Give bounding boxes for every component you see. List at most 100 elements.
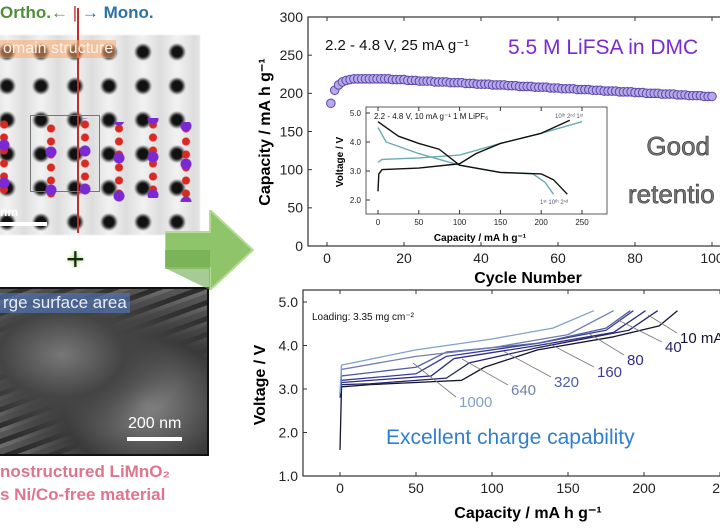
domain-structure-label: omain structure: [0, 40, 117, 58]
sem-scale-label: 200 nm: [128, 415, 182, 432]
bottom-chart-ytick-label: 2.0: [279, 424, 299, 440]
inset-chart-xtick-label: 100: [453, 218, 467, 227]
good-callout: Good: [646, 131, 710, 161]
mono-label: → Mono.: [81, 3, 154, 22]
atom-column: [147, 118, 159, 198]
top-chart-xtick-label: 60: [550, 250, 566, 266]
top-chart-electrolyte: 5.5 M LiFSA in DMC: [508, 36, 698, 59]
rate-label-10-mA: 10 mA: [680, 330, 720, 347]
domain-boundary-line: [77, 8, 79, 233]
rate-leader-line: [461, 358, 509, 386]
top-chart-ytick-label: 0: [295, 238, 303, 254]
retention-callout: retentio: [628, 179, 715, 209]
phase-divider: |: [72, 3, 78, 22]
curve-10-mA: [339, 310, 678, 450]
inset-chart-xtick-label: 150: [494, 218, 508, 227]
inset-ylabel: Voltage / V: [335, 136, 346, 187]
inset-annotation-top: 10ᵗʰ 2ⁿᵈ 1ˢᵗ: [555, 113, 584, 120]
bottom-chart-ytick-label: 5.0: [279, 294, 299, 310]
top-chart-xtick-label: 80: [627, 250, 643, 266]
bottom-chart-frame: [302, 289, 720, 477]
rate-leader-line: [547, 342, 595, 368]
inset-xlabel: Capacity / mA h g⁻¹: [434, 233, 527, 244]
top-chart-xtick-label: 0: [323, 250, 331, 266]
inset-chart-ytick-label: 4.0: [350, 138, 362, 147]
rate-leader-line: [412, 362, 457, 398]
caption-material: nostructured LiMnO₂: [0, 462, 170, 481]
inset-chart-xtick-label: 200: [535, 218, 549, 227]
top-chart-ytick-label: 150: [280, 123, 304, 139]
bottom-chart-xtick-label: 25: [712, 480, 720, 496]
bottom-chart-xtick-label: 150: [556, 480, 580, 496]
atom-column: [0, 118, 10, 198]
inset-chart-ytick-label: 2.0: [350, 196, 362, 205]
atom-column: [45, 122, 57, 202]
sem-scale-bar: [127, 437, 182, 441]
bottom-chart-ytick-label: 3.0: [279, 381, 299, 397]
inset-condition: 2.2 - 4.8 V, 10 mA g⁻¹ 1 M LiPF₆: [374, 112, 488, 121]
curve-2nd-10th: [377, 121, 568, 195]
inset-chart-xtick-label: 0: [376, 218, 381, 227]
top-chart-xlabel: Cycle Number: [474, 270, 582, 287]
top-chart-ytick-label: 300: [280, 9, 304, 25]
rate-label-40: 40: [665, 339, 682, 356]
rate-label-1000: 1000: [459, 394, 492, 411]
inset-chart-xtick-label: 50: [414, 218, 423, 227]
rate-label-80: 80: [627, 352, 644, 369]
top-chart-ytick-label: 250: [280, 47, 304, 63]
top-chart-ylabel: Capacity / mA h g⁻¹: [257, 58, 274, 205]
stem-scale-bar: [0, 222, 47, 226]
atom-column: [113, 122, 125, 202]
top-chart-condition: 2.2 - 4.8 V, 25 mA g⁻¹: [325, 37, 469, 54]
bottom-chart-ylabel: Voltage / V: [252, 344, 269, 425]
inset-chart-frame: [365, 106, 608, 215]
atom-column: [79, 118, 91, 198]
inset-chart-xtick-label: 250: [575, 218, 589, 227]
top-chart-ytick-label: 50: [287, 200, 303, 216]
bottom-chart-ytick-label: 4.0: [279, 337, 299, 353]
rate-leader-line: [587, 332, 625, 356]
stem-image: [0, 35, 200, 235]
ortho-label: Ortho.←: [0, 3, 68, 22]
rate-leader-line: [617, 319, 663, 343]
inset-chart: 0 50 100 150 200 250 2.0 3.0 4.0 5.0: [350, 106, 608, 227]
bottom-chart-loading: Loading: 3.35 mg cm⁻²: [312, 312, 415, 323]
top-chart-xtick-label: 20: [396, 250, 412, 266]
inset-annotation-bottom: 1ˢᵗ 10ᵗʰ 2ⁿᵈ: [540, 199, 568, 206]
rate-leader-line: [502, 350, 552, 378]
caption-free: s Ni/Co-free material: [0, 485, 166, 504]
capacity-point: [707, 91, 717, 102]
bottom-chart-xtick-label: 0: [336, 480, 344, 496]
atom-column: [180, 122, 192, 202]
top-chart: 0 20 40 60 80 100 0 50 100 150 200 250 300: [280, 9, 720, 266]
inset-chart-ytick-label: 3.0: [350, 167, 362, 176]
bottom-chart-xtick-label: 200: [632, 480, 656, 496]
bottom-chart-xlabel: Capacity / mA h g⁻¹: [454, 505, 601, 522]
rate-leader-line: [647, 314, 678, 334]
curve-320: [339, 310, 631, 394]
phase-header: Ortho.← | → Mono.: [0, 3, 154, 23]
rate-label-320: 320: [554, 374, 579, 391]
arrow-icon: [165, 210, 255, 290]
bottom-chart-xtick-label: 50: [408, 480, 424, 496]
curve-40: [339, 310, 659, 398]
unit-cell-box: [30, 115, 100, 192]
plus-sign: +: [66, 241, 85, 277]
stem-scale-label: nm: [0, 205, 18, 219]
curve-1000: [339, 310, 595, 394]
curve-2nd-10th: [377, 119, 571, 192]
bottom-chart-ytick-label: 1.0: [279, 468, 299, 484]
inset-chart-ytick-label: 5.0: [350, 109, 362, 118]
bottom-chart-xtick-label: 100: [480, 480, 504, 496]
top-chart-ytick-label: 100: [280, 162, 304, 178]
rate-label-160: 160: [597, 364, 622, 381]
capacity-point: [326, 98, 336, 109]
top-chart-ytick-label: 200: [280, 85, 304, 101]
rate-label-640: 640: [511, 382, 536, 399]
sem-image: [0, 287, 209, 456]
bottom-chart-highlight: Excellent charge capability: [386, 426, 635, 449]
surface-area-label: rge surface area: [0, 293, 130, 313]
top-chart-xtick-label: 40: [473, 250, 489, 266]
